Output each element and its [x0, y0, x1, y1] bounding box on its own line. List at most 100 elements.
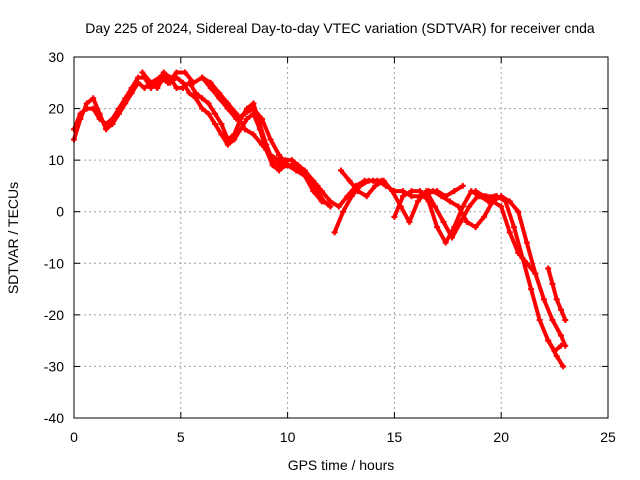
data-point	[103, 126, 110, 133]
x-tick-label: 20	[493, 429, 509, 445]
data-point	[408, 188, 415, 195]
data-point	[472, 224, 479, 231]
data-point	[372, 182, 379, 189]
data-point	[288, 157, 295, 164]
data-point	[421, 193, 428, 200]
data-point	[147, 84, 154, 91]
data-point	[536, 317, 543, 324]
data-point	[276, 157, 283, 164]
data-point	[241, 126, 248, 133]
plot-frame	[73, 56, 609, 419]
data-point	[310, 177, 317, 184]
series-line-arc-4	[200, 75, 384, 209]
data-point	[389, 188, 396, 195]
y-tick-label: 30	[48, 49, 64, 65]
data-point	[141, 84, 148, 91]
data-point	[338, 167, 344, 174]
data-point	[109, 121, 116, 128]
data-point	[318, 198, 325, 205]
y-tick-label: 0	[56, 204, 64, 220]
data-point	[451, 188, 458, 195]
chart-title: Day 225 of 2024, Sidereal Day-to-day VTE…	[85, 20, 595, 36]
data-point	[414, 198, 421, 205]
x-tick-label: 25	[600, 429, 616, 445]
data-point	[551, 347, 558, 354]
data-point	[224, 141, 231, 148]
data-point	[211, 110, 218, 117]
x-tick-label: 5	[177, 429, 185, 445]
data-point	[139, 69, 146, 76]
data-point	[164, 79, 171, 86]
data-point	[128, 84, 135, 91]
data-point	[380, 177, 387, 184]
data-point	[199, 74, 206, 81]
data-point	[528, 286, 535, 293]
axis-ticks: 0 5 10 15 20 25 -40 -30 -20 -10 0 10 20 30	[44, 49, 616, 445]
data-point	[250, 105, 257, 112]
data-point	[553, 353, 560, 360]
data-point	[523, 260, 530, 267]
x-axis-label: GPS time / hours	[288, 457, 395, 473]
data-point	[83, 105, 90, 112]
data-point	[310, 188, 317, 195]
data-point	[109, 115, 116, 122]
data-point	[560, 363, 567, 370]
data-point	[103, 121, 110, 128]
data-point	[241, 110, 248, 117]
data-point	[549, 317, 556, 324]
data-point	[192, 90, 199, 97]
data-point	[455, 203, 462, 210]
data-point	[276, 151, 283, 158]
data-point	[391, 213, 398, 220]
data-point	[269, 162, 276, 169]
data-point	[231, 136, 238, 143]
data-point	[199, 95, 206, 102]
data-point	[457, 219, 464, 226]
data-point	[205, 100, 212, 107]
x-tick-label: 15	[387, 429, 403, 445]
data-point	[558, 306, 565, 313]
data-point	[233, 110, 240, 117]
data-point	[532, 270, 539, 277]
data-point	[549, 280, 556, 287]
data-point	[466, 203, 473, 210]
data-point	[553, 296, 560, 303]
data-point	[446, 198, 453, 205]
data-point	[506, 229, 513, 236]
data-point	[489, 198, 496, 205]
data-point	[355, 188, 362, 195]
data-point	[156, 74, 163, 81]
y-tick-label: 20	[48, 101, 64, 117]
data-point	[429, 188, 436, 195]
data-point	[115, 105, 122, 112]
data-point	[147, 79, 154, 86]
data-point	[459, 182, 466, 189]
data-point	[318, 188, 325, 195]
data-point	[190, 79, 197, 86]
data-point	[258, 115, 265, 122]
data-point	[440, 219, 447, 226]
y-tick-label: -20	[44, 307, 64, 323]
data-point	[96, 115, 103, 122]
data-point	[173, 69, 180, 76]
data-point	[558, 342, 565, 349]
data-point	[545, 265, 552, 272]
data-point	[90, 95, 97, 102]
data-point	[408, 193, 415, 200]
data-point	[498, 203, 505, 210]
y-tick-label: 10	[48, 152, 64, 168]
y-tick-label: -40	[44, 410, 64, 426]
data-point	[515, 249, 522, 256]
data-point	[540, 296, 547, 303]
data-point	[284, 162, 291, 169]
data-point	[511, 224, 518, 231]
data-point	[515, 208, 522, 215]
data-point	[276, 162, 283, 169]
data-point	[218, 131, 225, 138]
data-point	[216, 90, 223, 97]
data-point	[335, 203, 342, 210]
data-point	[250, 100, 257, 107]
data-point	[224, 100, 231, 107]
data-point	[357, 182, 364, 189]
